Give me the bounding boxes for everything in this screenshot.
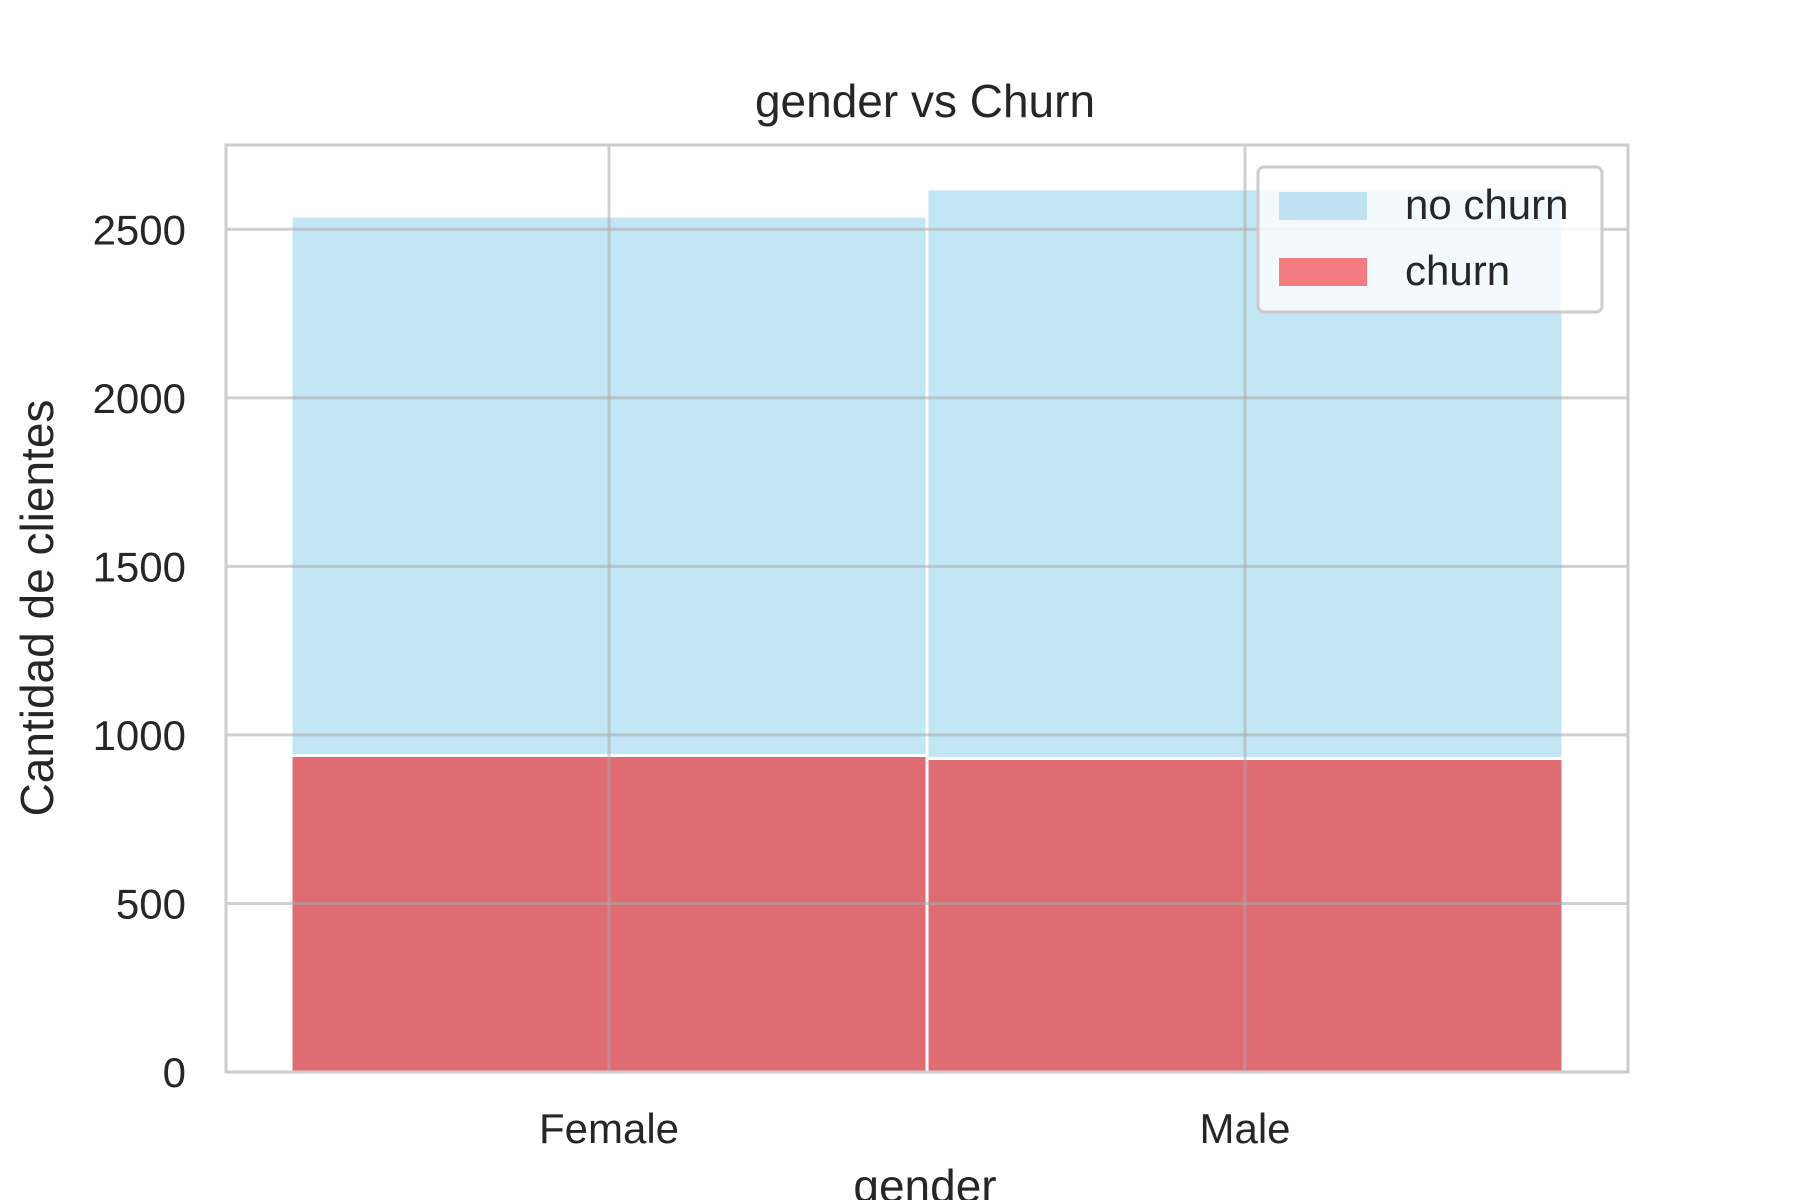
legend-label-no-churn: no churn	[1405, 181, 1568, 228]
y-tick-label: 500	[116, 880, 186, 927]
y-tick-label: 1500	[93, 543, 186, 590]
y-tick-label: 1000	[93, 712, 186, 759]
legend: no churn churn	[1256, 165, 1604, 314]
x-tick-label: Female	[539, 1105, 679, 1152]
y-axis-label: Cantidad de clientes	[11, 400, 63, 817]
x-axis-label: gender	[853, 1160, 996, 1200]
plot-area: 0 500 1000 1500 2000 2500 Female Male	[93, 143, 1630, 1152]
legend-swatch-churn	[1279, 258, 1367, 286]
chart-title: gender vs Churn	[755, 75, 1095, 127]
y-tick-label: 0	[163, 1049, 186, 1096]
y-tick-label: 2500	[93, 206, 186, 253]
x-tick-label: Male	[1199, 1105, 1290, 1152]
legend-swatch-no-churn	[1279, 192, 1367, 220]
axes-frame	[224, 143, 1630, 1074]
legend-label-churn: churn	[1405, 247, 1510, 294]
y-tick-label: 2000	[93, 375, 186, 422]
